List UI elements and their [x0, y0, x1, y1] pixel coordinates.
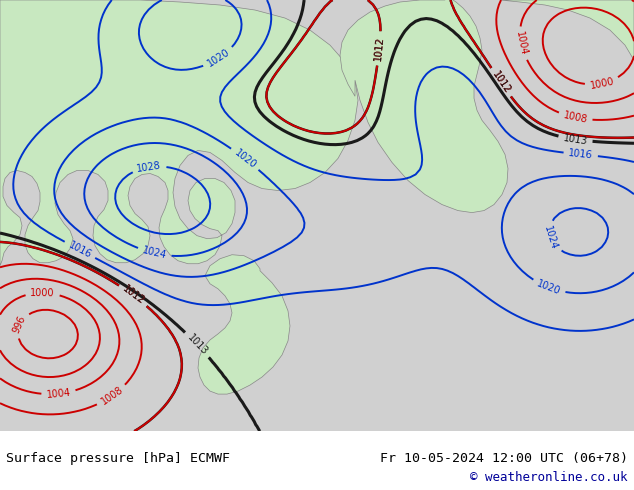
Text: 1020: 1020	[232, 147, 258, 171]
Text: Surface pressure [hPa] ECMWF: Surface pressure [hPa] ECMWF	[6, 452, 230, 465]
Text: 1013: 1013	[185, 332, 209, 357]
Text: 1024: 1024	[141, 245, 167, 261]
Text: 1012: 1012	[120, 284, 146, 307]
Text: 1013: 1013	[562, 133, 588, 146]
Text: 996: 996	[11, 314, 28, 335]
Polygon shape	[500, 0, 634, 60]
Text: 1012: 1012	[490, 70, 512, 96]
Text: 1012: 1012	[490, 70, 512, 96]
Text: 1016: 1016	[67, 240, 93, 260]
Text: 1016: 1016	[568, 148, 593, 161]
Polygon shape	[0, 0, 358, 266]
Text: 1000: 1000	[589, 76, 615, 91]
Text: 1020: 1020	[536, 278, 562, 296]
Polygon shape	[198, 255, 290, 394]
Text: 1024: 1024	[543, 224, 559, 251]
Text: 1012: 1012	[120, 284, 146, 307]
Text: © weatheronline.co.uk: © weatheronline.co.uk	[470, 471, 628, 484]
Polygon shape	[340, 0, 508, 213]
Text: 1004: 1004	[46, 388, 71, 400]
Text: 1028: 1028	[136, 160, 162, 174]
Text: 1008: 1008	[562, 110, 588, 125]
Text: 1004: 1004	[514, 30, 529, 57]
Text: 1012: 1012	[373, 36, 385, 61]
Text: 1008: 1008	[99, 385, 125, 407]
Text: 1012: 1012	[373, 36, 385, 61]
Text: 1020: 1020	[205, 47, 232, 69]
Text: 1000: 1000	[30, 288, 55, 298]
Text: Fr 10-05-2024 12:00 UTC (06+78): Fr 10-05-2024 12:00 UTC (06+78)	[380, 452, 628, 465]
